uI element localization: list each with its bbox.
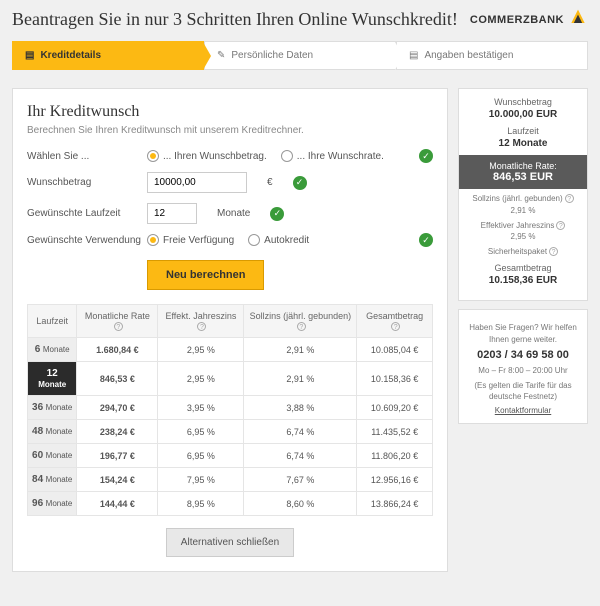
- cell-term: 36 Monate: [28, 396, 77, 420]
- section-subtitle: Berechnen Sie Ihren Kreditwunsch mit uns…: [27, 125, 433, 136]
- cell-eff: 7,95 %: [158, 468, 244, 492]
- page-title: Beantragen Sie in nur 3 Schritten Ihren …: [12, 8, 458, 31]
- th-soll: Sollzins (jährl. gebunden)?: [244, 305, 357, 338]
- cell-eff: 6,95 %: [158, 420, 244, 444]
- cell-eff: 3,95 %: [158, 396, 244, 420]
- table-row[interactable]: 36 Monate294,70 €3,95 %3,88 %10.609,20 €: [28, 396, 433, 420]
- close-alternatives-button[interactable]: Alternativen schließen: [166, 528, 294, 557]
- logo-text: COMMERZBANK: [470, 14, 564, 26]
- cell-term: 12 Monate: [28, 362, 77, 396]
- summary-laufzeit-label: Laufzeit: [467, 126, 579, 136]
- cell-rate: 238,24 €: [77, 420, 158, 444]
- doc-icon: ▤: [409, 50, 418, 61]
- edit-icon: ✎: [217, 50, 225, 61]
- th-laufzeit: Laufzeit: [28, 305, 77, 338]
- radio-freie-verfuegung[interactable]: Freie Verfügung: [147, 234, 234, 246]
- laufzeit-label: Gewünschte Laufzeit: [27, 208, 147, 219]
- cell-term: 48 Monate: [28, 420, 77, 444]
- cell-eff: 2,95 %: [158, 362, 244, 396]
- summary-rate-highlight: Monatliche Rate: 846,53 EUR: [459, 155, 587, 189]
- section-title: Ihr Kreditwunsch: [27, 103, 433, 121]
- contact-form-link[interactable]: Kontaktformular: [467, 406, 579, 415]
- cell-rate: 846,53 €: [77, 362, 158, 396]
- summary-laufzeit-value: 12 Monate: [467, 138, 579, 149]
- table-row[interactable]: 12 Monate846,53 €2,95 %2,91 %10.158,36 €: [28, 362, 433, 396]
- radio-autokredit[interactable]: Autokredit: [248, 234, 309, 246]
- logo-icon: [568, 8, 588, 31]
- radio-wunschrate[interactable]: ... Ihre Wunschrate.: [281, 150, 384, 162]
- betrag-unit: €: [267, 177, 273, 188]
- table-row[interactable]: 84 Monate154,24 €7,95 %7,67 %12.956,16 €: [28, 468, 433, 492]
- cell-soll: 7,67 %: [244, 468, 357, 492]
- table-row[interactable]: 60 Monate196,77 €6,95 %6,74 %11.806,20 €: [28, 444, 433, 468]
- summary-eff: Effektiver Jahreszins?2,95 %: [467, 220, 579, 242]
- laufzeit-unit: Monate: [217, 208, 250, 219]
- summary-soll: Sollzins (jährl. gebunden)?2,91 %: [467, 193, 579, 215]
- step-persoenliche-daten[interactable]: ✎Persönliche Daten: [204, 41, 396, 70]
- laufzeit-input[interactable]: [147, 203, 197, 224]
- cell-term: 96 Monate: [28, 492, 77, 516]
- info-icon: ?: [391, 322, 400, 331]
- th-rate: Monatliche Rate?: [77, 305, 158, 338]
- contact-hours: Mo – Fr 8:00 – 20:00 Uhr: [467, 365, 579, 376]
- calculate-button[interactable]: Neu berechnen: [147, 260, 264, 290]
- cell-total: 10.085,04 €: [357, 338, 433, 362]
- betrag-label: Wunschbetrag: [27, 177, 147, 188]
- list-icon: ▤: [25, 50, 34, 61]
- cell-eff: 8,95 %: [158, 492, 244, 516]
- step-kreditdetails[interactable]: ▤Kreditdetails: [12, 41, 204, 70]
- summary-box: Wunschbetrag 10.000,00 EUR Laufzeit 12 M…: [458, 88, 588, 301]
- check-icon: ✓: [270, 207, 284, 221]
- cell-soll: 3,88 %: [244, 396, 357, 420]
- table-row[interactable]: 96 Monate144,44 €8,95 %8,60 %13.866,24 €: [28, 492, 433, 516]
- cell-total: 10.158,36 €: [357, 362, 433, 396]
- contact-heading: Haben Sie Fragen? Wir helfen Ihnen gerne…: [467, 322, 579, 344]
- check-icon: ✓: [293, 176, 307, 190]
- cell-soll: 2,91 %: [244, 362, 357, 396]
- table-row[interactable]: 48 Monate238,24 €6,95 %6,74 %11.435,52 €: [28, 420, 433, 444]
- th-gesamt: Gesamtbetrag?: [357, 305, 433, 338]
- cell-total: 12.956,16 €: [357, 468, 433, 492]
- cell-term: 6 Monate: [28, 338, 77, 362]
- info-icon: ?: [114, 322, 123, 331]
- table-row[interactable]: 6 Monate1.680,84 €2,95 %2,91 %10.085,04 …: [28, 338, 433, 362]
- verwendung-label: Gewünschte Verwendung: [27, 235, 147, 246]
- info-icon: ?: [297, 322, 306, 331]
- summary-betrag-label: Wunschbetrag: [467, 97, 579, 107]
- cell-rate: 154,24 €: [77, 468, 158, 492]
- summary-betrag-value: 10.000,00 EUR: [467, 109, 579, 120]
- radio-wunschbetrag[interactable]: ... Ihren Wunschbetrag.: [147, 150, 267, 162]
- results-table: Laufzeit Monatliche Rate? Effekt. Jahres…: [27, 304, 433, 516]
- info-icon: ?: [197, 322, 206, 331]
- wunschbetrag-input[interactable]: [147, 172, 247, 193]
- cell-rate: 1.680,84 €: [77, 338, 158, 362]
- cell-rate: 196,77 €: [77, 444, 158, 468]
- choose-label: Wählen Sie ...: [27, 151, 147, 162]
- cell-soll: 6,74 %: [244, 444, 357, 468]
- cell-total: 10.609,20 €: [357, 396, 433, 420]
- cell-term: 84 Monate: [28, 468, 77, 492]
- contact-note: (Es gelten die Tarife für das deutsche F…: [467, 380, 579, 402]
- cell-soll: 8,60 %: [244, 492, 357, 516]
- summary-gesamt-label: Gesamtbetrag: [467, 263, 579, 273]
- summary-gesamt-value: 10.158,36 EUR: [467, 275, 579, 286]
- logo: COMMERZBANK: [470, 8, 588, 31]
- contact-phone: 0203 / 34 69 58 00: [467, 349, 579, 361]
- cell-rate: 144,44 €: [77, 492, 158, 516]
- cell-total: 13.866,24 €: [357, 492, 433, 516]
- cell-soll: 2,91 %: [244, 338, 357, 362]
- step-angaben-bestaetigen[interactable]: ▤Angaben bestätigen: [396, 41, 588, 70]
- cell-term: 60 Monate: [28, 444, 77, 468]
- cell-eff: 6,95 %: [158, 444, 244, 468]
- cell-total: 11.806,20 €: [357, 444, 433, 468]
- cell-rate: 294,70 €: [77, 396, 158, 420]
- cell-total: 11.435,52 €: [357, 420, 433, 444]
- main-panel: Ihr Kreditwunsch Berechnen Sie Ihren Kre…: [12, 88, 448, 572]
- summary-sicher: Sicherheitspaket?: [467, 246, 579, 257]
- cell-eff: 2,95 %: [158, 338, 244, 362]
- step-nav: ▤Kreditdetails ✎Persönliche Daten ▤Angab…: [12, 41, 588, 70]
- cell-soll: 6,74 %: [244, 420, 357, 444]
- contact-box: Haben Sie Fragen? Wir helfen Ihnen gerne…: [458, 309, 588, 424]
- th-eff: Effekt. Jahreszins?: [158, 305, 244, 338]
